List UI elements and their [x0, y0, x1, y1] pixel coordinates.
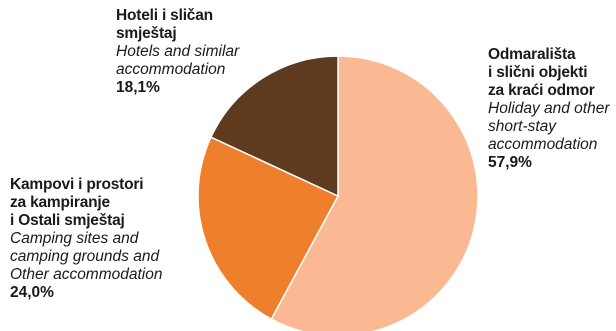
slice-label-en-line: Hotels and similar: [116, 43, 240, 60]
slice-label-holiday: Odmarališta i slični objekti za kraći odmo…: [488, 46, 610, 172]
pie-slice-holiday: [270, 55, 479, 331]
pie-slice-camping: [197, 136, 340, 321]
slice-label-en-line: Holiday and other: [488, 100, 610, 117]
slice-label-en-line: Camping sites and: [10, 230, 139, 247]
slice-label-hr-line: Hoteli i sličan: [116, 7, 213, 24]
slice-label-hotels: Hoteli i sličan smještaj Hotels and simila…: [116, 7, 239, 97]
slice-label-en-line: accommodation: [488, 136, 598, 153]
slice-label-hr-line: za kraći odmor: [488, 82, 595, 99]
slice-label-hr-line: Kampovi i prostori: [10, 176, 144, 193]
slice-label-en-line: camping grounds and: [10, 248, 160, 265]
slice-label-en-line: short-stay: [488, 118, 557, 135]
slice-label-hr-line: i Ostali smještaj: [10, 212, 125, 229]
slice-label-camping: Kampovi i prostori za kampiranje i Ostali …: [10, 176, 163, 302]
slice-label-hr-line: Odmarališta: [488, 46, 576, 63]
slice-value-label: 24,0%: [10, 284, 54, 301]
slice-label-en-line: accommodation: [116, 61, 226, 78]
slice-label-en-line: Other accommodation: [10, 266, 163, 283]
slice-value-label: 18,1%: [116, 79, 160, 96]
slice-label-hr-line: smještaj: [116, 25, 177, 42]
slice-label-hr-line: za kampiranje: [10, 194, 110, 211]
slice-value-label: 57,9%: [488, 154, 532, 171]
pie-slice-hotels: [209, 55, 339, 198]
slice-label-hr-line: i slični objekti: [488, 64, 588, 81]
